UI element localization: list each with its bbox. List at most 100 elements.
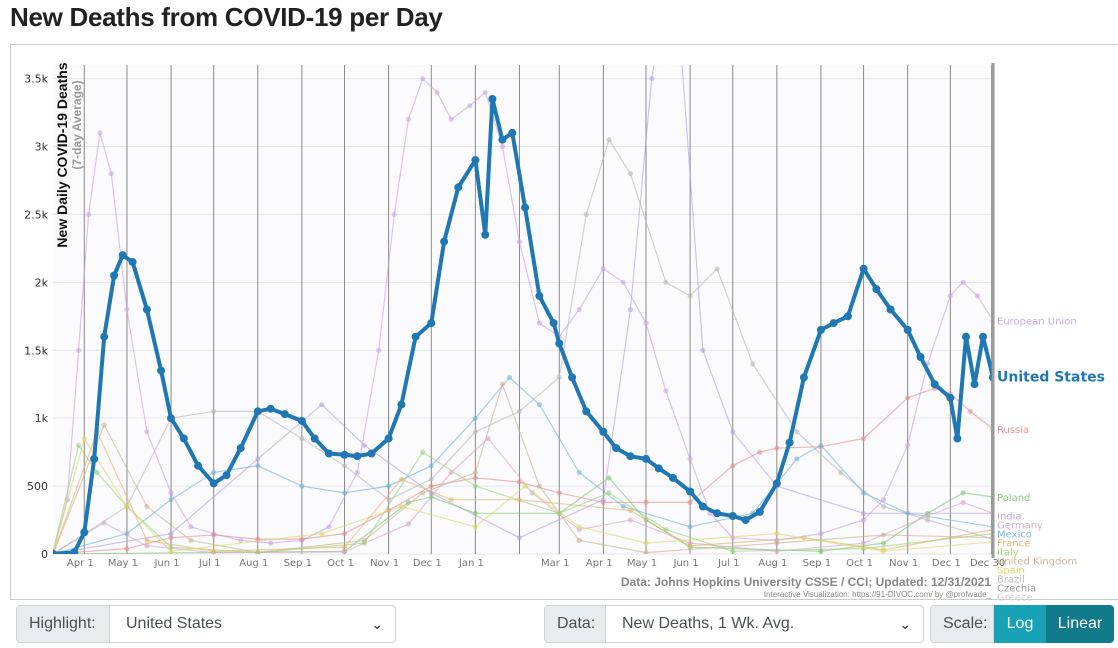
data-point xyxy=(687,293,693,299)
series-united-kingdom xyxy=(53,381,993,554)
series-labels: European Union United States Russia Poland I… xyxy=(997,316,1105,601)
data-point xyxy=(970,380,979,389)
data-point xyxy=(663,388,669,394)
data-point xyxy=(861,540,867,546)
data-point xyxy=(70,548,79,554)
data-point xyxy=(508,128,517,137)
data-point xyxy=(686,487,695,496)
data-point xyxy=(947,293,953,299)
data-point xyxy=(794,429,800,435)
data-point xyxy=(583,211,589,217)
data-point xyxy=(124,306,130,313)
data-point xyxy=(774,445,780,451)
data-point xyxy=(211,469,217,476)
highlight-select[interactable]: United States ⌄ xyxy=(110,605,396,643)
data-point xyxy=(361,537,367,543)
data-point xyxy=(872,285,881,294)
data-point xyxy=(643,540,649,546)
data-point xyxy=(516,239,522,245)
data-point xyxy=(124,546,130,552)
data-point xyxy=(124,503,130,510)
data-point xyxy=(506,374,513,380)
data-point xyxy=(880,540,887,546)
x-tick-label: Nov 1 xyxy=(889,558,918,569)
data-point xyxy=(255,463,261,469)
data-point xyxy=(535,291,544,300)
data-point xyxy=(960,499,966,505)
data-point xyxy=(643,550,649,554)
data-point xyxy=(905,442,911,448)
series-label: France xyxy=(997,538,1030,549)
data-point xyxy=(903,325,912,334)
data-point xyxy=(687,543,693,549)
data-point xyxy=(397,400,406,409)
data-point xyxy=(772,479,781,488)
y-tick-label: 3.5k xyxy=(24,73,48,86)
data-point xyxy=(398,476,404,482)
data-point xyxy=(838,469,844,476)
data-point xyxy=(319,531,325,537)
data-point xyxy=(516,479,522,485)
data-point xyxy=(582,407,591,416)
series-line xyxy=(53,97,993,554)
series-line xyxy=(53,139,993,554)
data-point xyxy=(108,171,114,177)
data-point xyxy=(861,435,867,442)
data-point xyxy=(86,211,92,217)
data-point xyxy=(440,237,449,246)
data-point xyxy=(482,89,488,95)
data-point xyxy=(211,408,217,414)
data-point xyxy=(76,347,82,353)
x-tick-label: Apr 1 xyxy=(67,558,94,569)
data-point xyxy=(620,279,626,285)
data-point xyxy=(428,463,434,469)
data-select[interactable]: New Deaths, 1 Wk. Avg. ⌄ xyxy=(606,605,924,643)
data-point xyxy=(472,469,478,476)
data-point xyxy=(326,524,332,530)
data-point xyxy=(643,320,649,326)
y-tick-label: 500 xyxy=(27,480,48,493)
data-point xyxy=(448,116,454,122)
series-label: Brazil xyxy=(997,574,1025,585)
data-point xyxy=(297,416,306,425)
data-point xyxy=(255,456,261,462)
log-scale-button[interactable]: Log xyxy=(994,605,1046,643)
data-point xyxy=(266,404,275,413)
data-point xyxy=(168,490,174,496)
data-point xyxy=(880,503,887,510)
data-point xyxy=(960,490,966,496)
series-label: India xyxy=(997,511,1022,522)
data-source-note: Data: Johns Hopkins University CSSE / CC… xyxy=(621,575,991,589)
x-tick-label: May 1 xyxy=(627,558,657,569)
data-point xyxy=(642,454,650,463)
data-control: Data: New Deaths, 1 Wk. Avg. ⌄ xyxy=(544,605,924,643)
data-point xyxy=(384,434,393,443)
data-point xyxy=(76,442,82,448)
data-point xyxy=(211,548,217,554)
data-point xyxy=(730,429,736,435)
data-point xyxy=(886,305,895,314)
data-point xyxy=(643,499,649,505)
data-point xyxy=(522,483,528,489)
data-point xyxy=(785,438,794,447)
chart[interactable]: 0 500 1k 1.5k 2k 2.5k 3k 3.5k Apr 1 May 1 Jun 1 Jul… xyxy=(11,45,1118,601)
data-point xyxy=(536,320,543,326)
data-point xyxy=(600,497,606,503)
linear-scale-button[interactable]: Linear xyxy=(1046,605,1114,643)
data-point xyxy=(861,517,867,523)
data-point xyxy=(568,373,577,382)
data-point xyxy=(280,410,289,419)
data-point xyxy=(391,211,397,217)
data-point xyxy=(818,442,824,448)
y-tick-label: 0 xyxy=(41,548,48,561)
data-point xyxy=(627,507,634,514)
chevron-down-icon: ⌄ xyxy=(899,615,911,632)
x-tick-label: Aug 1 xyxy=(239,558,268,569)
data-point xyxy=(354,469,360,476)
data-point xyxy=(81,435,87,442)
data-point xyxy=(481,230,490,239)
y-axis-title: New Daily COVID-19 Deaths xyxy=(54,62,70,247)
data-point xyxy=(728,512,737,520)
data-point xyxy=(144,543,150,549)
data-point xyxy=(576,306,582,313)
